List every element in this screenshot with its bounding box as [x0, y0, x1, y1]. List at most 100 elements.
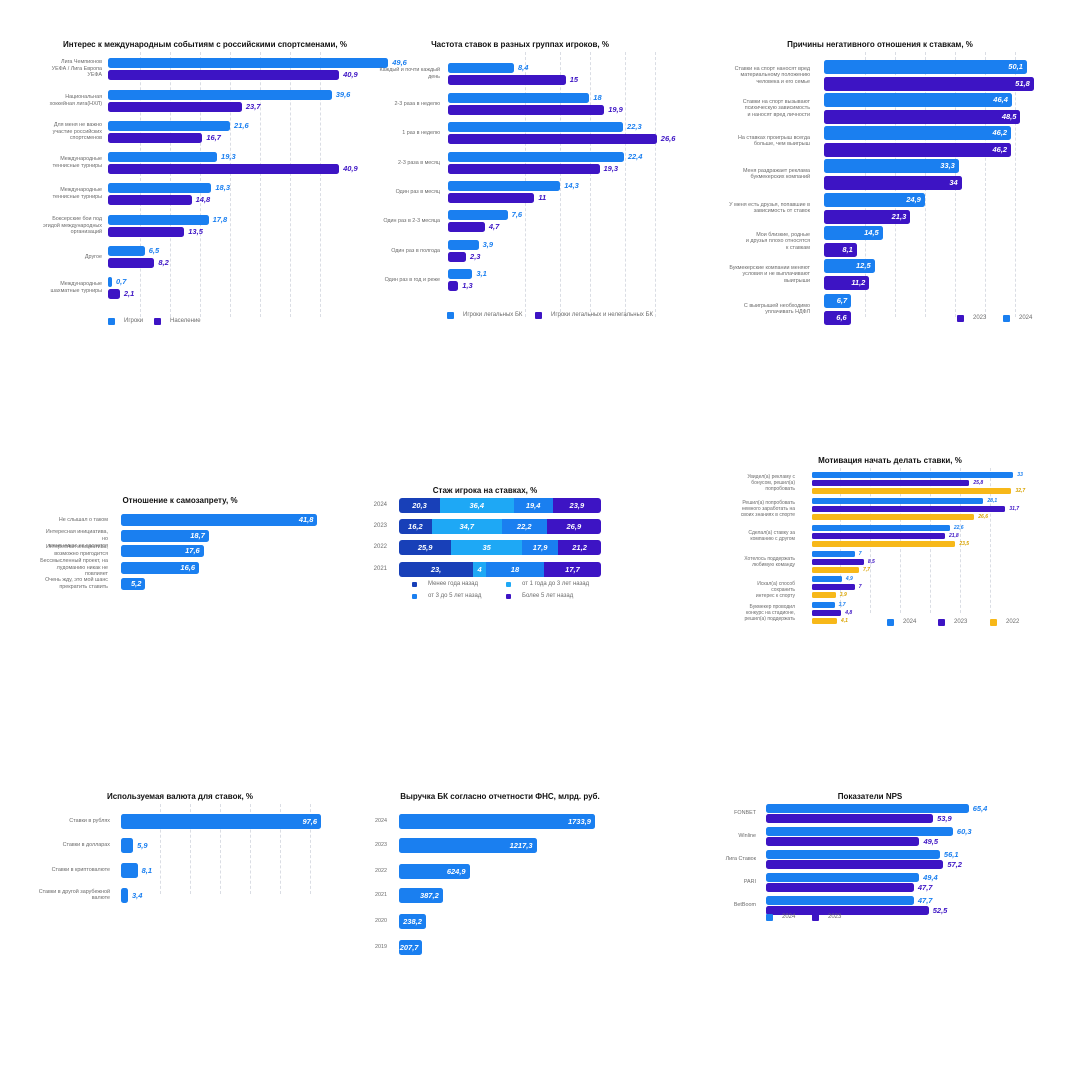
chart-title: Частота ставок в разных группах игроков,…	[431, 40, 609, 49]
data-label: 11,2	[851, 278, 866, 287]
data-label: 19,9	[608, 105, 623, 114]
data-label: 51,8	[1015, 79, 1030, 88]
bar	[812, 592, 836, 598]
data-label: 4,7	[488, 222, 500, 231]
category-label: Лига Ставок	[725, 856, 756, 863]
bar	[824, 226, 883, 240]
bar	[399, 864, 470, 879]
bar	[824, 193, 925, 207]
chart-panel-selfban: Отношение к самозапрету, % Не слышал о та…	[40, 494, 320, 599]
category-label: Мои близкие, родные и друзья плохо относ…	[745, 231, 810, 251]
chart-panel-negative: Причины негативного отношения к ставкам,…	[715, 38, 1045, 338]
legend-label: Игроки легальных и нелегальных БК	[551, 312, 654, 318]
data-label: 8,1	[141, 865, 153, 875]
bar	[108, 258, 155, 268]
chart-panel-tenure: Стаж игрока на ставках, % 2024 20,3 36,4 19,…	[365, 484, 605, 609]
bar	[812, 498, 984, 504]
bar	[766, 850, 940, 859]
data-label: 2,1	[123, 289, 135, 298]
bar	[448, 164, 600, 174]
bar	[824, 210, 911, 224]
chart-panel-motivation: Мотивация начать делать ставки, % Увидел(…	[735, 454, 1045, 634]
data-label: 52,5	[932, 905, 948, 915]
bar	[108, 102, 242, 112]
bar	[399, 838, 537, 853]
data-label: 21,6	[234, 121, 249, 130]
gridline	[310, 804, 311, 894]
bar	[812, 488, 1012, 494]
stacked-segment: 23,	[399, 562, 474, 577]
legend-swatch	[887, 619, 894, 626]
category-label: На ставках проигрыш всегда больше, чем в…	[738, 134, 810, 148]
chart-panel-interest: Интерес к международным событиям с росси…	[40, 38, 407, 338]
data-label: 46,2	[992, 128, 1008, 137]
bar	[121, 530, 209, 542]
category-label: Ставки на спорт наносят вред материально…	[734, 65, 810, 85]
gridline	[590, 52, 591, 317]
data-label: 3,7	[838, 602, 846, 608]
stacked-segment: 25,9	[399, 540, 452, 555]
bar	[448, 122, 624, 132]
stacked-segment: 17,7	[543, 562, 601, 577]
bar	[766, 883, 914, 892]
bar	[121, 562, 200, 574]
data-label: 21,8	[948, 533, 959, 539]
category-label: Сделал(а) ставку за компанию с другом	[748, 530, 795, 542]
category-label: Ставки в рублях	[69, 818, 110, 825]
data-label: 12,5	[856, 261, 871, 270]
legend-label: Менее года назад	[428, 581, 478, 587]
bar	[121, 888, 128, 903]
data-label: 8,4	[517, 63, 529, 72]
data-label: 49,6	[392, 58, 407, 67]
data-label: 25,8	[973, 480, 984, 486]
data-label: 28,1	[987, 498, 998, 504]
legend-swatch	[447, 312, 454, 319]
data-label: 6,6	[836, 313, 847, 322]
data-label: 46,4	[993, 95, 1008, 104]
bar	[824, 60, 1027, 74]
bar	[812, 472, 1014, 478]
legend-label: 2022	[1006, 619, 1020, 625]
bar	[448, 269, 473, 279]
data-label: 49,4	[923, 872, 938, 882]
bar	[824, 143, 1012, 157]
category-label: Ставки в другой зарубежной валюте	[38, 888, 110, 902]
data-label: 6,5	[148, 246, 160, 255]
stacked-segment: 22,2	[501, 519, 547, 534]
data-label: 16,6	[180, 563, 196, 572]
data-label: 14,3	[564, 181, 579, 190]
chart-panel-currency: Используемая валюта для ставок, % Ставки …	[30, 790, 330, 915]
gridline	[220, 804, 221, 894]
category-label: Интересная инициатива, возможно пригодит…	[45, 544, 108, 557]
bar	[448, 63, 514, 73]
data-label: 48,5	[1001, 112, 1017, 121]
data-label: 3,4	[131, 890, 143, 900]
legend-swatch	[938, 619, 945, 626]
data-label: 19,3	[221, 152, 236, 161]
bar	[121, 578, 146, 590]
category-label: Бессмысленный проект, на лудоманию никак…	[40, 558, 108, 578]
category-label: Букмекерские компании меняют условия и н…	[729, 264, 810, 284]
data-label: 0,7	[116, 277, 127, 286]
data-label: 40,9	[343, 164, 358, 173]
bar	[121, 863, 138, 878]
bar	[766, 873, 920, 882]
year-label: 2023	[373, 523, 387, 529]
gridline	[870, 468, 871, 613]
bar	[812, 514, 975, 520]
bar	[766, 896, 914, 905]
category-label: 2024	[375, 818, 387, 825]
bar	[448, 93, 590, 103]
data-label: 3,9	[839, 592, 847, 598]
data-label: 2,3	[470, 252, 481, 261]
category-label: Очень жду, это мой шанс прекратить стави…	[45, 577, 108, 590]
data-label: 4,1	[841, 618, 848, 624]
category-label: Один раз в год и реже	[384, 276, 440, 283]
legend-label: 2023	[954, 619, 968, 625]
data-label: 47,7	[917, 895, 933, 905]
bar	[108, 227, 185, 237]
bar	[108, 277, 112, 287]
bar	[448, 181, 561, 191]
bar	[121, 814, 322, 829]
bar	[812, 618, 837, 624]
